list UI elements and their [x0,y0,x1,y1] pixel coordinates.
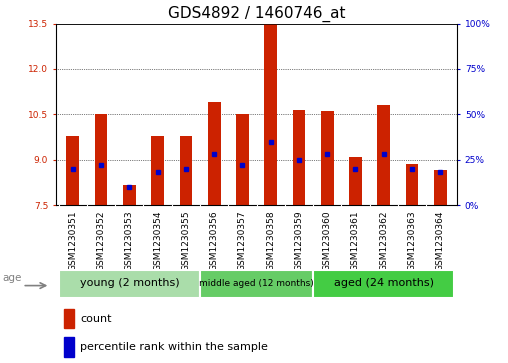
Bar [200,270,313,298]
Text: GSM1230356: GSM1230356 [210,210,218,271]
Text: GSM1230357: GSM1230357 [238,210,247,271]
Bar [59,270,200,298]
Text: GSM1230353: GSM1230353 [125,210,134,271]
Bar [321,111,334,205]
Text: young (2 months): young (2 months) [80,278,179,289]
Text: GSM1230363: GSM1230363 [407,210,417,271]
Text: GSM1230352: GSM1230352 [97,210,106,271]
Text: GSM1230358: GSM1230358 [266,210,275,271]
Bar [64,337,74,356]
Text: GSM1230359: GSM1230359 [295,210,303,271]
Bar [123,185,136,205]
Bar [264,24,277,205]
Bar [236,114,249,205]
Text: GSM1230364: GSM1230364 [436,210,444,271]
Bar [293,110,305,205]
Text: GSM1230355: GSM1230355 [181,210,190,271]
Text: GSM1230354: GSM1230354 [153,210,162,271]
Bar [208,102,220,205]
Text: GSM1230351: GSM1230351 [69,210,77,271]
Text: GSM1230360: GSM1230360 [323,210,332,271]
Bar [179,135,192,205]
Bar [313,270,454,298]
Bar [405,164,419,205]
Text: count: count [80,314,111,324]
Text: aged (24 months): aged (24 months) [334,278,434,289]
Title: GDS4892 / 1460746_at: GDS4892 / 1460746_at [168,6,345,22]
Bar [67,135,79,205]
Text: GSM1230362: GSM1230362 [379,210,388,271]
Bar [94,114,108,205]
Bar [377,105,390,205]
Bar [151,135,164,205]
Bar [434,170,447,205]
Text: middle aged (12 months): middle aged (12 months) [199,279,314,288]
Text: percentile rank within the sample: percentile rank within the sample [80,342,268,352]
Text: GSM1230361: GSM1230361 [351,210,360,271]
Text: age: age [3,273,22,283]
Bar [349,157,362,205]
Bar [64,309,74,329]
